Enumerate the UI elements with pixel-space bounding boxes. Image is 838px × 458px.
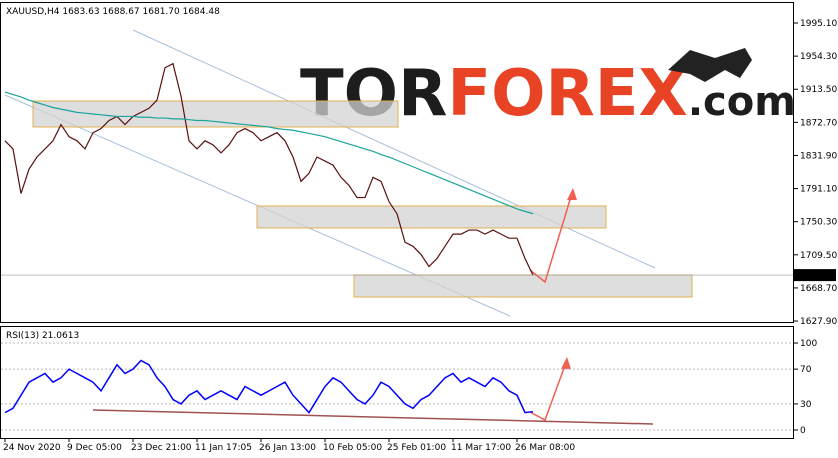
price-panel bbox=[0, 2, 794, 323]
series-line bbox=[4, 359, 534, 414]
symbol-header: XAUUSD,H4 1683.63 1688.67 1681.70 1684.4… bbox=[6, 7, 220, 17]
y-tick-label: 30 bbox=[800, 400, 812, 410]
x-tick-label: 24 Nov 2020 bbox=[3, 443, 61, 453]
rsi-arrow bbox=[529, 359, 568, 422]
y-tick-label: 1831.90 bbox=[800, 151, 837, 161]
y-tick-label: 1668.70 bbox=[800, 284, 837, 294]
zone bbox=[32, 100, 399, 128]
x-tick-label: 9 Dec 05:00 bbox=[67, 443, 122, 453]
y-tick-label: 1995.10 bbox=[800, 19, 837, 29]
watermark-forex: FOREX bbox=[447, 57, 687, 131]
arrow-head bbox=[567, 188, 577, 200]
last-price-label: 1684.48 bbox=[796, 271, 833, 281]
y-tick-label: 1872.70 bbox=[800, 118, 837, 128]
series-line bbox=[4, 62, 534, 276]
series-line bbox=[4, 91, 534, 215]
watermark-com: .com bbox=[688, 79, 796, 125]
y-tick-label: 70 bbox=[800, 365, 812, 375]
last-price-box bbox=[794, 269, 836, 282]
x-tick-label: 23 Dec 21:00 bbox=[131, 443, 192, 453]
x-tick-label: 11 Mar 17:00 bbox=[451, 443, 511, 453]
y-tick-label: 1954.30 bbox=[800, 52, 837, 62]
zone bbox=[353, 274, 693, 298]
y-tick-label: 100 bbox=[800, 339, 817, 349]
y-tick-label: 1627.90 bbox=[800, 317, 837, 327]
x-tick-label: 26 Mar 08:00 bbox=[515, 443, 575, 453]
arrow-head bbox=[561, 357, 571, 369]
forecast-arrow bbox=[529, 189, 574, 284]
y-tick-label: 1791.10 bbox=[800, 185, 837, 195]
y-tick-label: 1913.50 bbox=[800, 85, 837, 95]
x-tick-label: 25 Feb 01:00 bbox=[387, 443, 446, 453]
bull-logo bbox=[668, 48, 752, 82]
rsi-label: RSI(13) 21.0613 bbox=[6, 331, 79, 341]
rsi-trendline bbox=[92, 409, 654, 425]
rsi-panel bbox=[0, 326, 794, 439]
x-tick-label: 11 Jan 17:05 bbox=[195, 443, 252, 453]
y-tick-label: 0 bbox=[800, 426, 806, 436]
y-tick-label: 1709.50 bbox=[800, 251, 837, 261]
x-tick-label: 10 Feb 05:00 bbox=[323, 443, 382, 453]
watermark: TORFOREX.com bbox=[300, 57, 796, 131]
y-tick-label: 1750.30 bbox=[800, 218, 837, 228]
zone bbox=[256, 205, 607, 229]
x-tick-label: 26 Jan 13:00 bbox=[259, 443, 316, 453]
